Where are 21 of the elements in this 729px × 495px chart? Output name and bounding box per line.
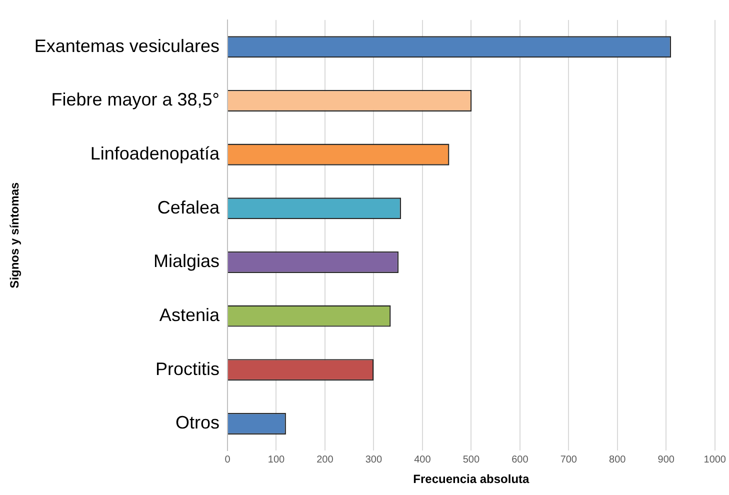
x-tick-label: 500 bbox=[462, 454, 480, 466]
x-tick-label: 900 bbox=[658, 454, 675, 466]
y-axis-title: Signos y síntomas bbox=[8, 182, 22, 288]
y-tick-label: Mialgias bbox=[153, 251, 220, 272]
x-tick-label: 800 bbox=[609, 454, 626, 466]
x-tick-label: 300 bbox=[365, 454, 382, 466]
y-tick-label: Exantemas vesiculares bbox=[34, 36, 220, 56]
y-tick-label: Linfoadenopatía bbox=[90, 144, 220, 164]
y-tick-label: Proctitis bbox=[155, 358, 220, 379]
y-tick-label: Fiebre mayor a 38,5° bbox=[51, 90, 220, 110]
x-tick-label: 0 bbox=[224, 454, 231, 466]
y-tick-label: Cefalea bbox=[157, 197, 220, 218]
x-axis-title: Frecuencia absoluta bbox=[413, 472, 530, 486]
y-tick-label: Otros bbox=[175, 412, 220, 433]
x-tick-label: 200 bbox=[316, 454, 334, 466]
y-tick-label: Astenia bbox=[159, 305, 220, 326]
x-tick-label: 400 bbox=[414, 454, 432, 466]
x-tick-label: 600 bbox=[512, 454, 529, 466]
x-tick-label: 1000 bbox=[704, 454, 726, 466]
x-tick-label: 100 bbox=[268, 454, 285, 466]
x-tick-label: 700 bbox=[560, 454, 578, 466]
